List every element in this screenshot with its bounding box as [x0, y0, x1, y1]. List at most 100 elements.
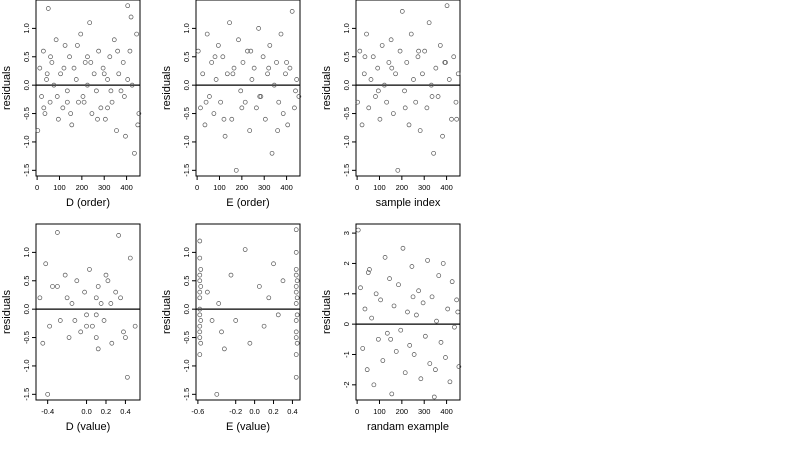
data-point [123, 133, 128, 139]
data-point [88, 60, 94, 65]
data-point [95, 346, 101, 352]
x-tick-label: -0.6 [191, 407, 204, 416]
data-point [195, 48, 201, 54]
x-tick-label: 300 [98, 183, 111, 192]
data-point [248, 48, 254, 54]
data-point [74, 278, 80, 284]
data-point [56, 116, 61, 122]
data-point [271, 261, 276, 267]
data-point [197, 289, 203, 295]
data-point [388, 336, 394, 342]
data-point [293, 250, 299, 255]
data-point [39, 94, 44, 99]
data-point [233, 167, 239, 173]
plot-frame [355, 0, 461, 177]
y-axis-label: residuals [161, 65, 173, 110]
y-tick-label: 0.0 [342, 80, 351, 90]
panel-2: 0 100 200 300 400 -1.5 -1.0 -0.5 0.0 0.5 1.0 E (ord… [161, 0, 302, 209]
y-tick-label: 0.5 [342, 52, 351, 62]
data-point [212, 54, 218, 60]
y-tick-label: 0.5 [182, 276, 191, 286]
data-point [242, 99, 248, 105]
data-point [398, 327, 404, 333]
data-point [378, 297, 383, 303]
x-tick-label: 0 [35, 183, 39, 192]
data-point [375, 65, 381, 71]
data-point [69, 122, 75, 128]
data-point [402, 88, 407, 94]
panel-5: -0.6 -0.2 0.0 0.2 0.4 -1.5 -1.0 -0.5 0.0 0.5 1.0 E … [161, 223, 301, 433]
data-point [197, 323, 203, 329]
x-tick-label: 400 [440, 407, 453, 416]
data-point [357, 48, 363, 54]
data-point [397, 48, 403, 54]
data-point [267, 43, 273, 48]
plot-frame [195, 223, 301, 401]
data-point [91, 71, 97, 77]
y-tick-label: -1.0 [22, 135, 31, 148]
data-point [454, 116, 459, 122]
data-point [365, 270, 371, 275]
plot-frame [355, 223, 461, 401]
x-tick-label: -0.4 [41, 407, 54, 416]
x-tick-label: 0.0 [81, 407, 91, 416]
data-point [198, 267, 204, 272]
data-point [121, 94, 127, 99]
data-point [429, 94, 435, 99]
data-point [87, 20, 93, 26]
data-point [238, 88, 244, 94]
data-point [456, 364, 462, 369]
data-point [371, 382, 377, 388]
data-point [87, 267, 92, 272]
data-point [445, 306, 451, 312]
data-point [293, 88, 298, 94]
data-point [406, 122, 412, 128]
data-point [64, 99, 70, 105]
data-point [135, 122, 141, 128]
data-point [266, 295, 272, 301]
data-point [391, 111, 396, 116]
y-tick-label: -2 [342, 381, 351, 388]
x-tick-label: 300 [258, 183, 271, 192]
data-point [197, 306, 203, 312]
data-point [429, 82, 434, 88]
data-point [417, 128, 423, 133]
data-point [355, 227, 361, 233]
data-point [58, 71, 63, 77]
data-point [293, 318, 299, 323]
x-tick-label: 100 [53, 183, 66, 192]
data-point [364, 367, 370, 373]
data-point [414, 312, 419, 318]
x-tick-label: 0 [195, 183, 199, 192]
data-point [400, 245, 406, 251]
y-tick-label: 3 [342, 231, 351, 235]
data-point [95, 284, 101, 289]
data-point [220, 54, 226, 60]
data-point [213, 77, 219, 82]
data-point [224, 71, 230, 77]
data-point [294, 312, 300, 318]
plot-frame [35, 223, 141, 401]
data-point [44, 71, 50, 77]
data-point [454, 297, 459, 303]
data-point [197, 295, 203, 301]
data-point [204, 289, 210, 295]
data-point [75, 43, 80, 48]
data-point [358, 285, 363, 291]
data-point [260, 54, 266, 60]
data-point [420, 300, 426, 306]
data-point [116, 71, 122, 77]
data-point [108, 88, 114, 94]
data-point [293, 329, 299, 335]
data-point [283, 71, 288, 77]
data-point [62, 272, 68, 278]
data-point [408, 31, 414, 37]
data-point [376, 88, 381, 94]
data-point [93, 335, 99, 340]
x-axis-label: randam example [367, 421, 449, 433]
x-tick-label: 0.4 [120, 407, 130, 416]
data-point [132, 323, 138, 329]
data-point [209, 60, 215, 65]
data-point [294, 340, 300, 346]
data-point [293, 284, 299, 289]
